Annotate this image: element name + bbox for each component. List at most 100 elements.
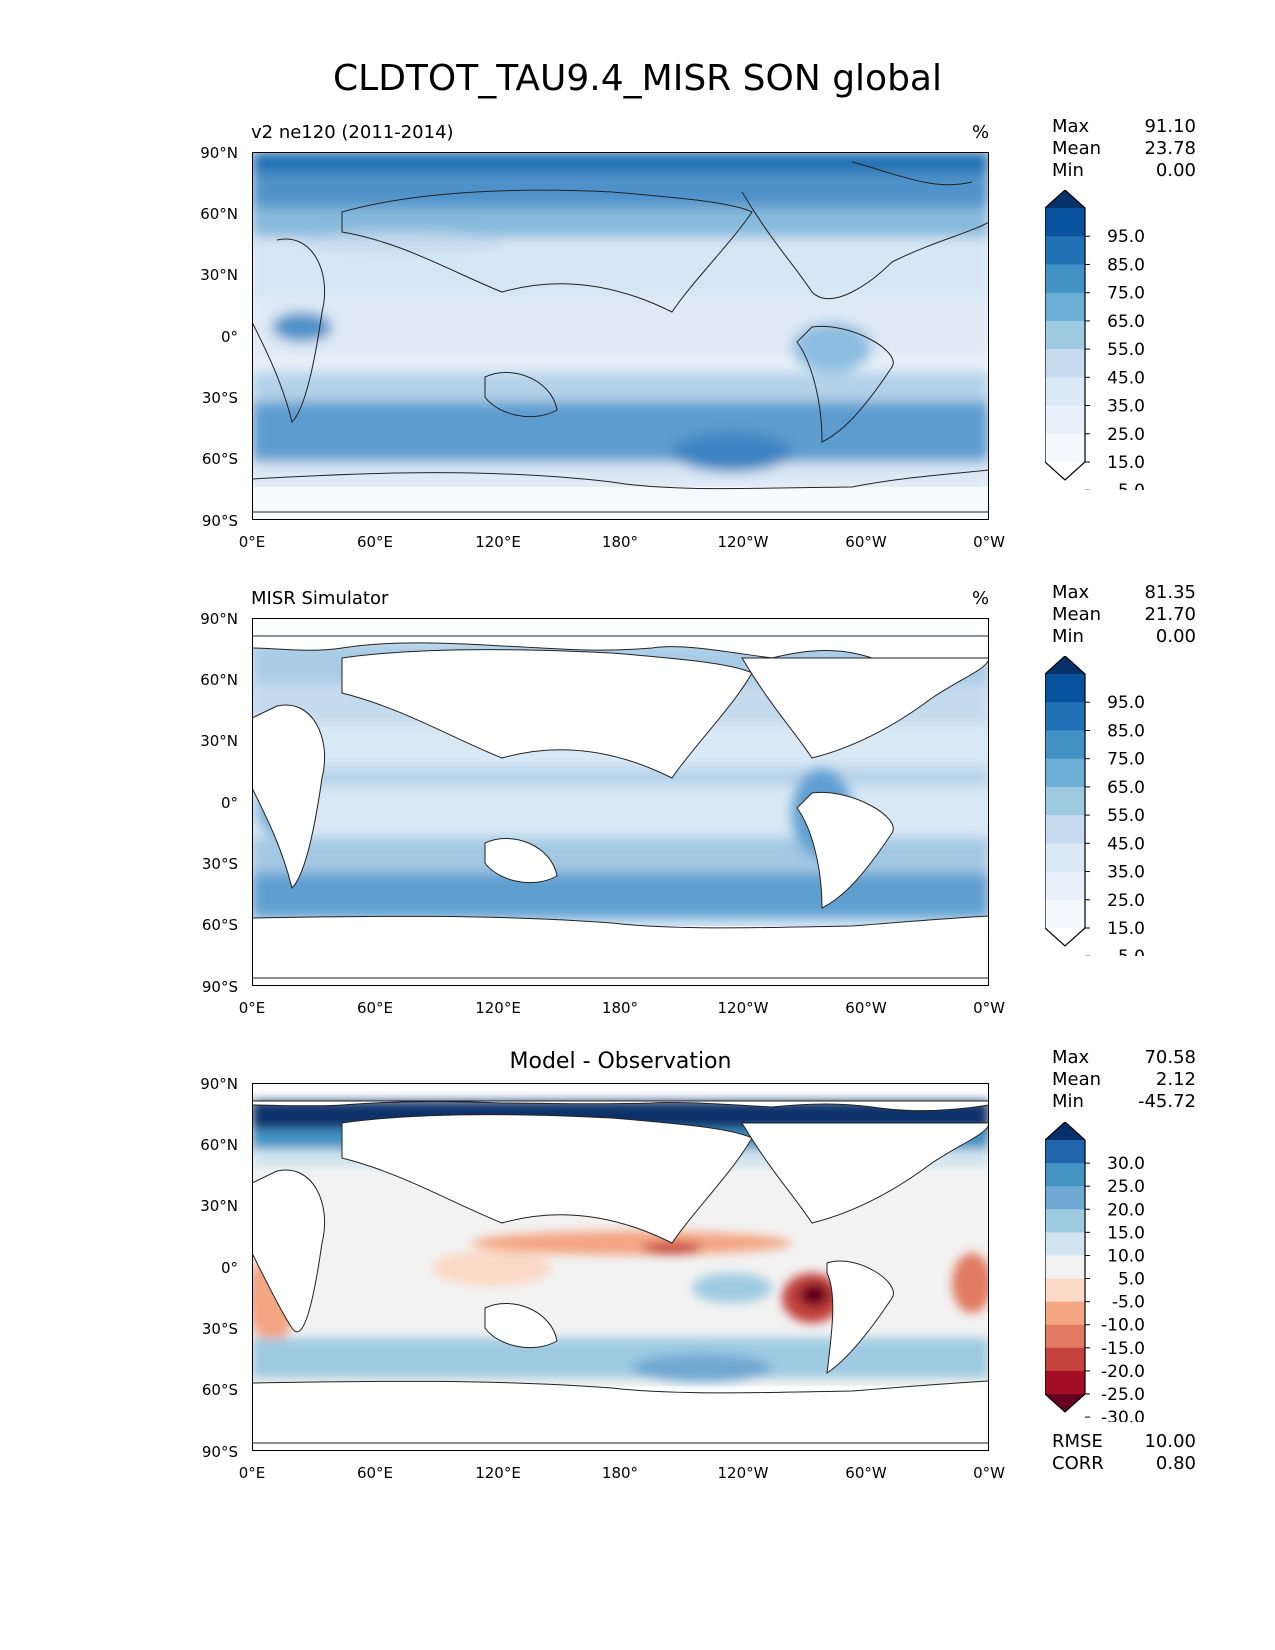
- panel-1-lat-tick: 90°N: [200, 144, 238, 162]
- colorbar-segment: [1045, 1163, 1085, 1187]
- colorbar-segment: [1045, 1370, 1085, 1395]
- colorbar-segment: [1045, 1324, 1085, 1349]
- panel-3-lat-tick: 90°N: [200, 1075, 238, 1093]
- panel-1-lat-tick: 60°N: [200, 205, 238, 223]
- colorbar-tick-label: 95.0: [1107, 227, 1145, 247]
- panel-2-lat-tick: 30°S: [201, 855, 238, 873]
- panel-2-field: [252, 635, 989, 986]
- colorbar-segment: [1045, 1186, 1085, 1210]
- stat-row: Min 0.00: [1052, 626, 1196, 648]
- stat-row: Mean 2.12: [1052, 1069, 1196, 1091]
- colorbar-tick-label: 45.0: [1107, 834, 1145, 854]
- colorbar-segment: [1045, 758, 1085, 788]
- panel-2-lon-tick: 0°W: [973, 999, 1005, 1017]
- panel-2-title: MISR Simulator: [251, 588, 389, 609]
- panel-1-title: v2 ne120 (2011-2014): [251, 122, 454, 143]
- colorbar-segment: [1045, 208, 1085, 237]
- panel-1-lat-tick: 60°S: [201, 450, 238, 468]
- panel-2-lon-tick: 180°: [601, 999, 639, 1017]
- panel-3-field: [252, 1100, 989, 1451]
- colorbar-segment: [1045, 674, 1085, 703]
- panel-1-lon-tick: 0°E: [238, 533, 266, 551]
- colorbar-segment: [1045, 1232, 1085, 1256]
- stat-label: Max: [1052, 582, 1090, 603]
- panel-1-lat-tick: 30°S: [201, 389, 238, 407]
- stat-value: 23.78: [1144, 138, 1196, 159]
- stat-value: 0.00: [1155, 160, 1196, 181]
- colorbar-extension-top: [1045, 656, 1085, 674]
- panel-3-colorbar: 30.0 25.0 20.0 15.0 10.0 5.0 -5.0 -10.0 -15.0 -20…: [1045, 1122, 1145, 1422]
- colorbar-segment: [1045, 377, 1085, 407]
- colorbar-extension-bottom: [1045, 462, 1085, 480]
- colorbar-tick-label: 5.0: [1118, 481, 1145, 490]
- colorbar-segment: [1045, 1347, 1085, 1372]
- metric-row: RMSE 10.00: [1052, 1431, 1196, 1453]
- colorbar-tick-label: -20.0: [1101, 1362, 1145, 1382]
- colorbar-tick-label: -15.0: [1101, 1339, 1145, 1359]
- metric-row: CORR 0.80: [1052, 1453, 1196, 1475]
- panel-2-lat-tick: 90°S: [201, 978, 238, 996]
- panel-2-lat-tick: 90°N: [200, 610, 238, 628]
- panel-2-lon-tick: 120°E: [475, 999, 521, 1017]
- metric-label: RMSE: [1052, 1431, 1103, 1452]
- panel-1-lon-tick: 120°E: [475, 533, 521, 551]
- panel-2-units: %: [972, 588, 990, 609]
- colorbar-segment: [1045, 702, 1085, 731]
- stat-value: 0.00: [1155, 626, 1196, 647]
- colorbar-tick-label: 10.0: [1107, 1246, 1145, 1266]
- colorbar-segment: [1045, 236, 1085, 265]
- stat-value: -45.72: [1137, 1091, 1196, 1112]
- colorbar-segment: [1045, 730, 1085, 760]
- figure-title: CLDTOT_TAU9.4_MISR SON global: [333, 58, 942, 99]
- colorbar-tick-label: 5.0: [1118, 947, 1145, 956]
- stat-label: Mean: [1052, 138, 1102, 159]
- panel-3-lat-tick: 0°: [220, 1259, 238, 1277]
- stat-label: Min: [1052, 626, 1084, 647]
- panel-1-stats: Max 91.10 Mean 23.78 Min 0.00: [1052, 116, 1196, 182]
- panel-1-lat-tick: 0°: [220, 328, 238, 346]
- colorbar-segment: [1045, 843, 1085, 873]
- panel-2-colorbar: 95.0 85.0 75.0 65.0 55.0 45.0 35.0 25.0 15.0 5.0: [1045, 656, 1145, 956]
- colorbar-tick-label: 20.0: [1107, 1200, 1145, 1220]
- colorbar-segment: [1045, 1140, 1085, 1164]
- panel-3-lat-tick: 30°N: [200, 1197, 238, 1215]
- colorbar-segment: [1045, 1209, 1085, 1233]
- panel-3-map: [252, 1083, 989, 1451]
- panel-3-lat-tick: 60°N: [200, 1136, 238, 1154]
- colorbar-tick-label: 35.0: [1107, 397, 1145, 417]
- colorbar-segment: [1045, 786, 1085, 816]
- panel-1-lon-tick: 180°: [601, 533, 639, 551]
- colorbar-segment: [1045, 871, 1085, 901]
- panel-1-lon-tick: 0°W: [973, 533, 1005, 551]
- colorbar-segment: [1045, 320, 1085, 350]
- colorbar-segment: [1045, 1301, 1085, 1326]
- colorbar-tick-label: 65.0: [1107, 778, 1145, 798]
- colorbar-tick-label: 25.0: [1107, 891, 1145, 911]
- panel-1-colorbar: 95.0 85.0 75.0 65.0 55.0 45.0 35.0 25.0 15.0 5.0: [1045, 190, 1145, 490]
- stat-value: 70.58: [1144, 1047, 1196, 1068]
- colorbar-tick-label: 75.0: [1107, 750, 1145, 770]
- colorbar-segment: [1045, 1278, 1085, 1303]
- stat-row: Max 70.58: [1052, 1047, 1196, 1069]
- panel-3-metrics: RMSE 10.00 CORR 0.80: [1052, 1431, 1196, 1475]
- metric-value: 0.80: [1155, 1453, 1196, 1474]
- panel-2-lon-tick: 0°E: [238, 999, 266, 1017]
- panel-1-lon-tick: 60°E: [356, 533, 394, 551]
- colorbar-tick-label: -30.0: [1101, 1408, 1145, 1422]
- panel-2-map: [252, 618, 989, 986]
- metric-value: 10.00: [1144, 1431, 1196, 1452]
- panel-3-title: Model - Observation: [509, 1049, 732, 1074]
- colorbar-segment: [1045, 264, 1085, 294]
- colorbar-tick-label: 35.0: [1107, 863, 1145, 883]
- colorbar-segment: [1045, 815, 1085, 844]
- panel-2-stats: Max 81.35 Mean 21.70 Min 0.00: [1052, 582, 1196, 648]
- colorbar-tick-label: 30.0: [1107, 1154, 1145, 1174]
- panel-3-lon-tick: 180°: [601, 1464, 639, 1482]
- panel-2-lat-tick: 0°: [220, 794, 238, 812]
- stat-value: 21.70: [1144, 604, 1196, 625]
- panel-1-lon-tick: 120°W: [717, 533, 769, 551]
- colorbar-extension-top: [1045, 1122, 1085, 1140]
- panel-2-lat-tick: 60°N: [200, 671, 238, 689]
- colorbar-tick-label: 75.0: [1107, 284, 1145, 304]
- stat-value: 91.10: [1144, 116, 1196, 137]
